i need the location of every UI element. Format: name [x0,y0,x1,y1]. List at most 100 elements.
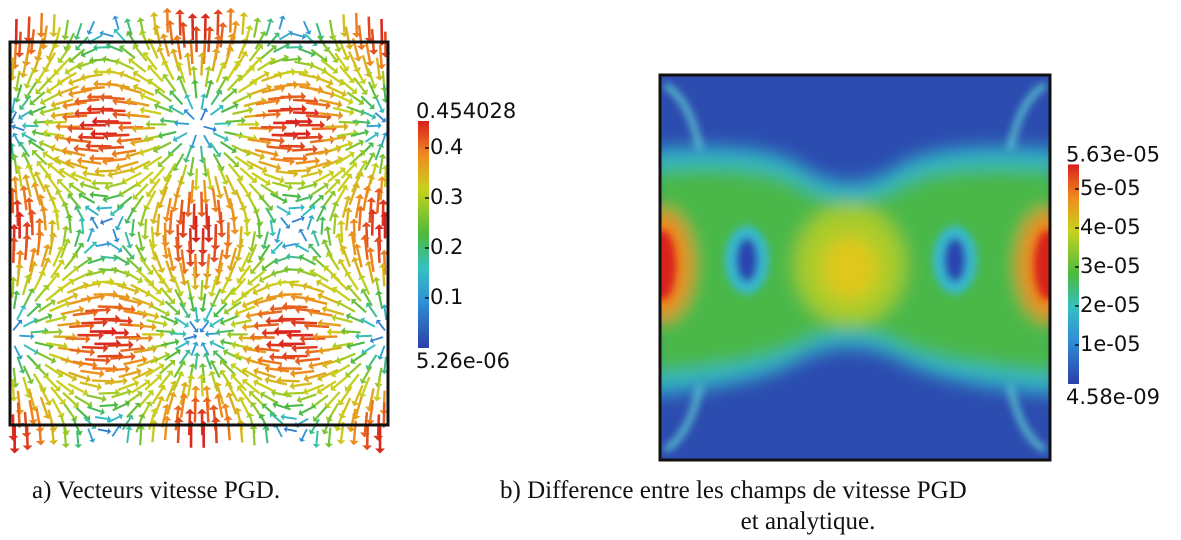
arrow [212,153,222,169]
colorbar [1068,164,1079,384]
arrow-head [117,413,123,420]
arrow [205,401,210,423]
arrow-head [113,237,120,243]
arrow-head [296,395,303,404]
arrow-head [85,334,91,344]
arrow-head [53,155,60,164]
arrow-head [253,367,259,376]
arrow-head [246,412,255,418]
arrow-head [48,232,58,238]
arrow-head [241,367,248,376]
arrow-head [165,229,175,236]
arrow [285,243,297,248]
arrow [171,107,185,116]
arrow-head [151,322,157,332]
arrow-head [204,330,209,338]
arrow-head [358,274,367,281]
arrow-head [237,396,246,403]
arrow-head [39,108,45,117]
arrow [367,264,375,284]
heat-map [660,75,1050,460]
arrow [107,133,130,137]
arrow [46,342,64,348]
arrow [129,100,150,107]
arrow-head [19,185,29,191]
arrow [108,181,126,188]
arrow [313,233,320,247]
arrow [30,141,45,152]
arrow-head [277,314,283,325]
arrow-head [185,408,195,414]
arrow-head [27,288,36,294]
arrow [71,184,87,196]
arrow-head [61,112,68,122]
arrow-head [148,333,154,343]
arrow-head [200,93,208,98]
arrow-head [174,308,181,315]
arrow-head [68,89,74,99]
arrow-head [334,232,344,239]
arrow-head [249,332,255,342]
arrow [338,120,356,124]
arrow-head [92,43,97,52]
arrow-head [324,402,332,409]
arrow-head [147,65,155,72]
arrow-head [50,144,56,153]
arrow [21,95,32,108]
arrow [43,106,61,114]
arrow [212,288,222,305]
arrow [174,153,185,169]
arrow-head [68,56,75,63]
arrow [133,347,153,354]
arrow-head [61,146,68,156]
arrow-head [318,216,327,221]
arrow [142,144,161,154]
arrow [266,145,288,150]
arrow [377,294,384,310]
arrow-head [187,13,198,19]
arrow [27,264,35,284]
arrow [383,254,387,275]
arrow-head [185,261,196,267]
arrow-head [241,116,246,125]
arrow-head [281,242,286,250]
arrow [205,83,212,99]
arrow [48,65,64,81]
arrow [301,405,316,414]
arrow [39,396,49,416]
arrow [81,321,103,325]
arrow-head [339,167,346,175]
arrow-head [171,327,176,337]
arrow-head [65,135,72,145]
arrow-head [350,162,357,169]
arrow [131,60,147,73]
arrow [321,322,342,327]
arrow-head [138,29,147,36]
arrow-head [223,415,233,421]
arrow-head [358,139,364,147]
arrow [98,268,115,272]
arrow [250,270,266,284]
arrow-head [126,388,132,397]
vector-field [7,7,391,454]
arrow-head [232,161,239,168]
arrow [149,67,164,83]
arrow [246,160,264,171]
arrow [360,95,373,108]
arrow [314,172,331,184]
arrow-head [350,357,356,365]
arrow [346,105,362,114]
arrow [347,373,360,389]
arrow-head [321,360,328,369]
arrow [50,165,66,179]
arrow [295,321,318,325]
arrow [339,352,356,362]
arrow-head [332,286,339,294]
arrow-head [355,332,359,340]
arrow [299,357,321,363]
arrow-head [344,44,354,50]
arrow-head [89,153,94,164]
arrow [174,316,187,326]
arrow [158,273,170,291]
arrow-head [145,120,150,129]
